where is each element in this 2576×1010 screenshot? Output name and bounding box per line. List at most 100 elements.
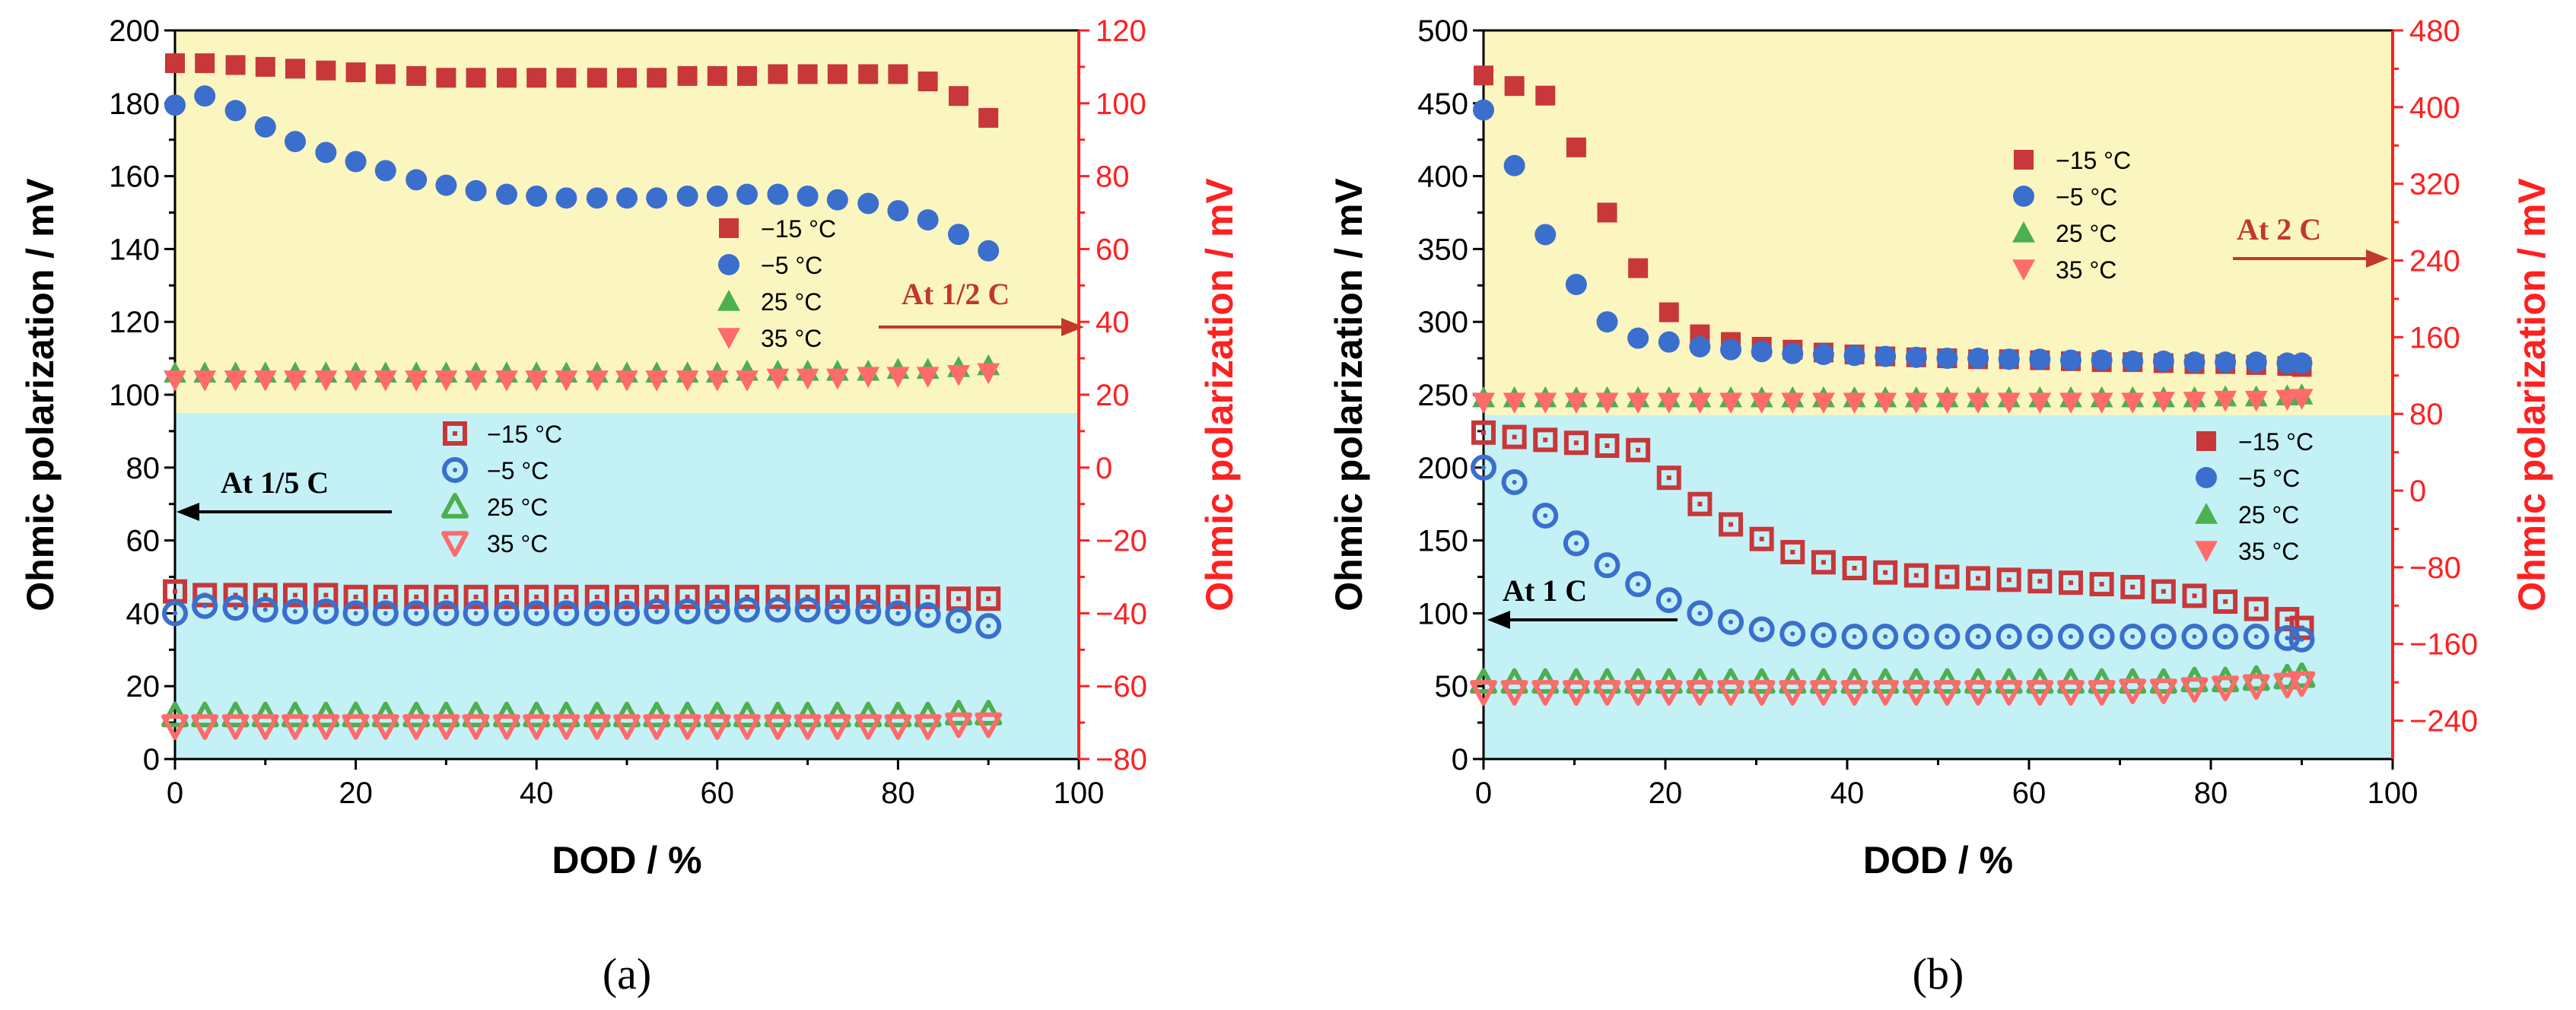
data-point [1873, 560, 1898, 585]
marker-center [564, 611, 569, 616]
data-point [857, 367, 880, 388]
data-point [1564, 392, 1588, 414]
data-point [795, 584, 820, 609]
series-left-3 [1470, 671, 2316, 706]
y-axis-label: Ohmic polarization / mV [1328, 178, 1370, 611]
data-point [225, 55, 246, 75]
y-right-tick-label: −80 [1096, 743, 1147, 777]
marker-center [2161, 634, 2166, 640]
data-point [1628, 258, 1649, 278]
legend-label: 35 °C [2056, 256, 2116, 284]
data-point [1534, 392, 1557, 414]
data-point [1531, 680, 1560, 706]
data-point [1689, 335, 1711, 357]
data-point [221, 714, 250, 740]
data-point [2120, 624, 2146, 650]
legend-label: −15 °C [761, 215, 836, 243]
data-point [1967, 348, 1989, 370]
data-point [1472, 392, 1495, 414]
data-point [2244, 390, 2268, 412]
series-left-3 [161, 712, 1003, 740]
marker-center [956, 618, 961, 623]
panel-label: (b) [1913, 949, 1964, 999]
data-point [707, 65, 727, 86]
y-tick-label: 300 [1417, 306, 1468, 339]
data-point [283, 583, 308, 608]
data-point [405, 169, 428, 191]
data-point [1998, 348, 2020, 370]
data-point [1718, 608, 1744, 635]
data-point [554, 584, 579, 609]
marker-center [654, 594, 660, 599]
data-point [645, 370, 669, 392]
data-point [1503, 154, 1525, 176]
data-point [463, 584, 488, 609]
data-point [918, 71, 938, 92]
data-point [615, 370, 638, 392]
marker-center [1759, 627, 1764, 632]
data-point [1502, 424, 1527, 449]
data-point [1936, 348, 1958, 370]
data-point [2244, 596, 2269, 621]
y-right-tick-label: 20 [1096, 379, 1130, 412]
chart-panel-a: 0 20 40 60 80 100020406080100120140160180200−… [19, 14, 1241, 999]
marker-center [1728, 619, 1734, 624]
marker-center [1759, 536, 1764, 542]
marker-center [685, 609, 690, 615]
marker-center [1945, 574, 1950, 580]
marker-center [1636, 582, 1641, 587]
y-tick-label: 200 [1417, 452, 1468, 485]
data-point [2027, 624, 2053, 650]
data-point [613, 714, 641, 740]
data-point [2245, 351, 2267, 373]
marker-center [1604, 443, 1610, 449]
data-point [191, 714, 219, 740]
marker-center [1883, 634, 1888, 640]
data-point [526, 68, 547, 88]
data-point [374, 370, 397, 392]
data-point [1719, 512, 1744, 537]
data-point [1656, 465, 1681, 491]
data-point [1750, 392, 1773, 414]
legend-label: 35 °C [761, 325, 822, 352]
y-right-tick-label: 80 [1096, 160, 1130, 194]
data-point [2090, 392, 2113, 414]
marker-center [956, 596, 961, 602]
marker-center [1573, 440, 1579, 446]
data-point [2181, 624, 2208, 650]
marker-center [2285, 635, 2290, 640]
x-tick-label: 80 [881, 777, 915, 810]
marker-center [775, 607, 781, 612]
data-point [704, 584, 730, 609]
data-point [705, 370, 729, 392]
data-point [945, 712, 972, 738]
marker-center [1913, 573, 1919, 578]
data-point [765, 596, 791, 623]
data-point [2151, 392, 2175, 413]
marker-center [2299, 637, 2304, 642]
marker-center [1512, 479, 1517, 484]
data-point [1811, 550, 1836, 575]
data-point [887, 200, 909, 222]
marker-center [714, 594, 720, 599]
chart-panel-b: 0 20 40 60 80 100 0 50 100 150 200 250 300 350 400 450 5… [1328, 14, 2553, 999]
marker-center [353, 594, 358, 599]
y-right-tick-label: 0 [2409, 475, 2426, 508]
data-point [162, 600, 188, 627]
data-point [526, 185, 548, 207]
marker-center [262, 607, 268, 612]
data-point [2242, 674, 2270, 700]
data-point [343, 584, 368, 609]
marker-center [2099, 582, 2104, 587]
marker-center [2006, 577, 2012, 583]
data-point [2119, 678, 2147, 704]
marker-center [1852, 566, 1857, 571]
data-point [1535, 85, 1556, 106]
data-point [857, 192, 879, 214]
data-point [2026, 680, 2054, 706]
data-point [192, 592, 218, 619]
marker-center [594, 611, 599, 616]
data-point [496, 68, 517, 88]
data-point [1563, 530, 1589, 557]
data-point [976, 586, 1001, 611]
